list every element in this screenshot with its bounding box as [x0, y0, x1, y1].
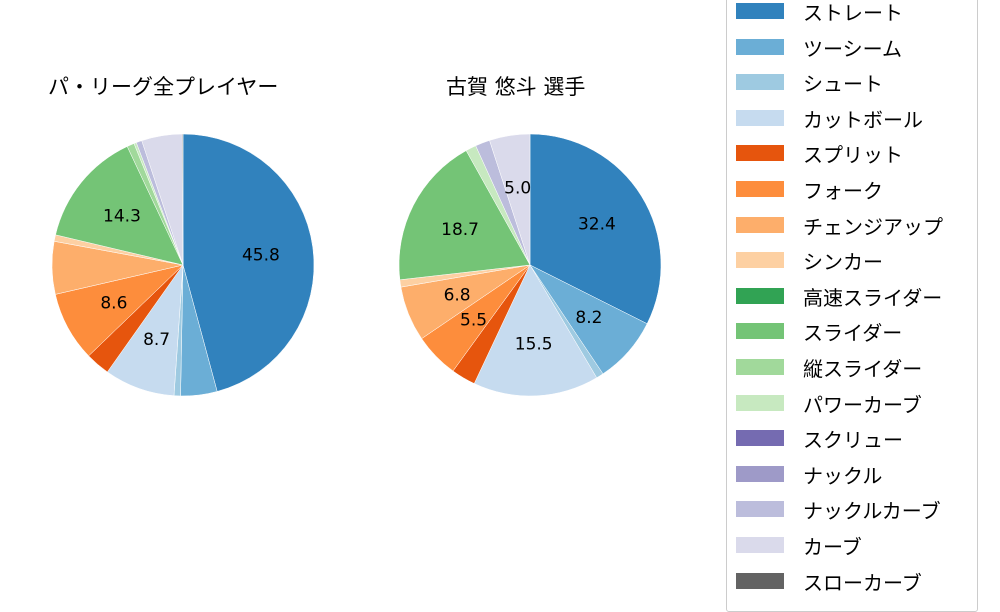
slice-value-label: 18.7: [441, 220, 479, 240]
legend-item: シュート: [727, 64, 977, 100]
pie-slice: [398, 150, 531, 281]
slice-value-label: 15.5: [515, 335, 553, 355]
legend-label: ストレート: [803, 1, 903, 25]
legend-swatch: [736, 323, 784, 340]
slice-value-label: 32.4: [578, 215, 616, 235]
legend-item: スライダー: [727, 313, 977, 349]
legend-label: チェンジアップ: [803, 214, 943, 239]
legend-label: シンカー: [803, 250, 883, 275]
left-pie-chart: 45.8 8.7 8.6 14.3: [51, 133, 315, 397]
slice-value-label: 8.6: [100, 293, 127, 313]
legend-swatch: [736, 537, 784, 553]
legend-swatch: [736, 109, 784, 126]
legend-label: スライダー: [803, 321, 903, 346]
legend-label: ナックルカーブ: [803, 499, 941, 524]
legend-item: チェンジアップ: [727, 207, 977, 243]
legend-item: パワーカーブ: [727, 385, 977, 421]
slice-value-label: 45.8: [242, 246, 280, 266]
legend-item: ナックル: [727, 456, 977, 492]
legend-item: ナックルカーブ: [727, 491, 977, 527]
legend-swatch: [736, 359, 784, 375]
legend-label: カーブ: [803, 535, 862, 559]
legend-label: パワーカーブ: [803, 392, 922, 417]
left-chart-title: パ・リーグ全プレイヤー: [48, 75, 279, 99]
legend-swatch: [736, 38, 784, 55]
legend-item: 高速スライダー: [727, 278, 977, 314]
right-pie-chart: 32.4 8.2 15.5 5.5 6.8 18.7 5.0: [398, 133, 662, 397]
pie-slice: [473, 264, 598, 397]
pie-slice: [181, 133, 184, 266]
legend-label: スクリュー: [803, 428, 903, 453]
legend-swatch: [736, 252, 784, 269]
legend-swatch: [736, 145, 784, 162]
pie-slice: [55, 146, 184, 266]
slice-value-label: 14.3: [103, 206, 141, 226]
legend-item: カーブ: [727, 527, 977, 563]
right-chart-title: 古賀 悠斗 選手: [446, 75, 586, 99]
legend-label: カットボール: [803, 107, 923, 132]
legend-item: フォーク: [727, 171, 977, 207]
legend-swatch: [736, 287, 784, 304]
pie-slice: [182, 133, 315, 392]
pie-slice: [489, 133, 531, 266]
legend-label: シュート: [803, 72, 883, 97]
legend-item: カットボール: [727, 100, 977, 136]
legend-label: ツーシーム: [803, 36, 902, 61]
legend-label: スプリット: [803, 143, 903, 168]
legend-item: ストレート: [727, 0, 977, 29]
legend-item: シンカー: [727, 242, 977, 278]
legend-label: スローカーブ: [803, 570, 922, 595]
legend-item: 縦スライダー: [727, 349, 977, 385]
slice-value-label: 5.0: [504, 178, 531, 198]
legend-swatch: [736, 216, 784, 233]
legend: ストレートツーシームシュートカットボール スプリットフォークチェンジアップ シンカー…: [726, 0, 978, 612]
legend-swatch: [736, 181, 784, 197]
legend-item: ツーシーム: [727, 29, 977, 65]
legend-label: ナックル: [803, 463, 883, 488]
legend-item: スローカーブ: [727, 563, 977, 599]
pie-slice: [529, 133, 662, 325]
legend-swatch: [736, 465, 784, 482]
legend-swatch: [736, 572, 784, 589]
legend-label: フォーク: [803, 179, 883, 203]
legend-item: スプリット: [727, 135, 977, 171]
legend-label: 縦スライダー: [803, 357, 923, 381]
legend-swatch: [736, 3, 784, 19]
slice-value-label: 8.7: [143, 330, 170, 350]
legend-swatch: [736, 74, 784, 91]
slice-value-label: 8.2: [575, 308, 602, 328]
legend-label: 高速スライダー: [803, 285, 943, 310]
legend-swatch: [736, 394, 784, 411]
slice-value-label: 5.5: [460, 311, 487, 331]
legend-item: スクリュー: [727, 420, 977, 456]
legend-swatch: [736, 430, 784, 447]
slice-value-label: 6.8: [444, 285, 471, 305]
legend-swatch: [736, 501, 784, 518]
